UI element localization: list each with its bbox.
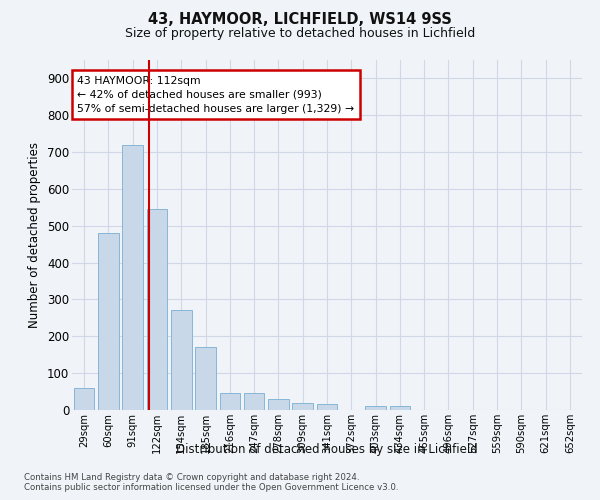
- Text: 43 HAYMOOR: 112sqm
← 42% of detached houses are smaller (993)
57% of semi-detach: 43 HAYMOOR: 112sqm ← 42% of detached hou…: [77, 76, 354, 114]
- Bar: [220, 392, 240, 410]
- Y-axis label: Number of detached properties: Number of detached properties: [28, 142, 41, 328]
- Bar: [292, 404, 313, 410]
- Text: 43, HAYMOOR, LICHFIELD, WS14 9SS: 43, HAYMOOR, LICHFIELD, WS14 9SS: [148, 12, 452, 28]
- Bar: [365, 406, 386, 410]
- Bar: [317, 404, 337, 410]
- Bar: [389, 406, 410, 410]
- Text: Distribution of detached houses by size in Lichfield: Distribution of detached houses by size …: [176, 442, 478, 456]
- Bar: [195, 346, 216, 410]
- Bar: [122, 146, 143, 410]
- Bar: [98, 233, 119, 410]
- Bar: [146, 209, 167, 410]
- Bar: [74, 388, 94, 410]
- Text: Contains HM Land Registry data © Crown copyright and database right 2024.
Contai: Contains HM Land Registry data © Crown c…: [24, 473, 398, 492]
- Bar: [268, 399, 289, 410]
- Bar: [244, 392, 265, 410]
- Bar: [171, 310, 191, 410]
- Text: Size of property relative to detached houses in Lichfield: Size of property relative to detached ho…: [125, 28, 475, 40]
